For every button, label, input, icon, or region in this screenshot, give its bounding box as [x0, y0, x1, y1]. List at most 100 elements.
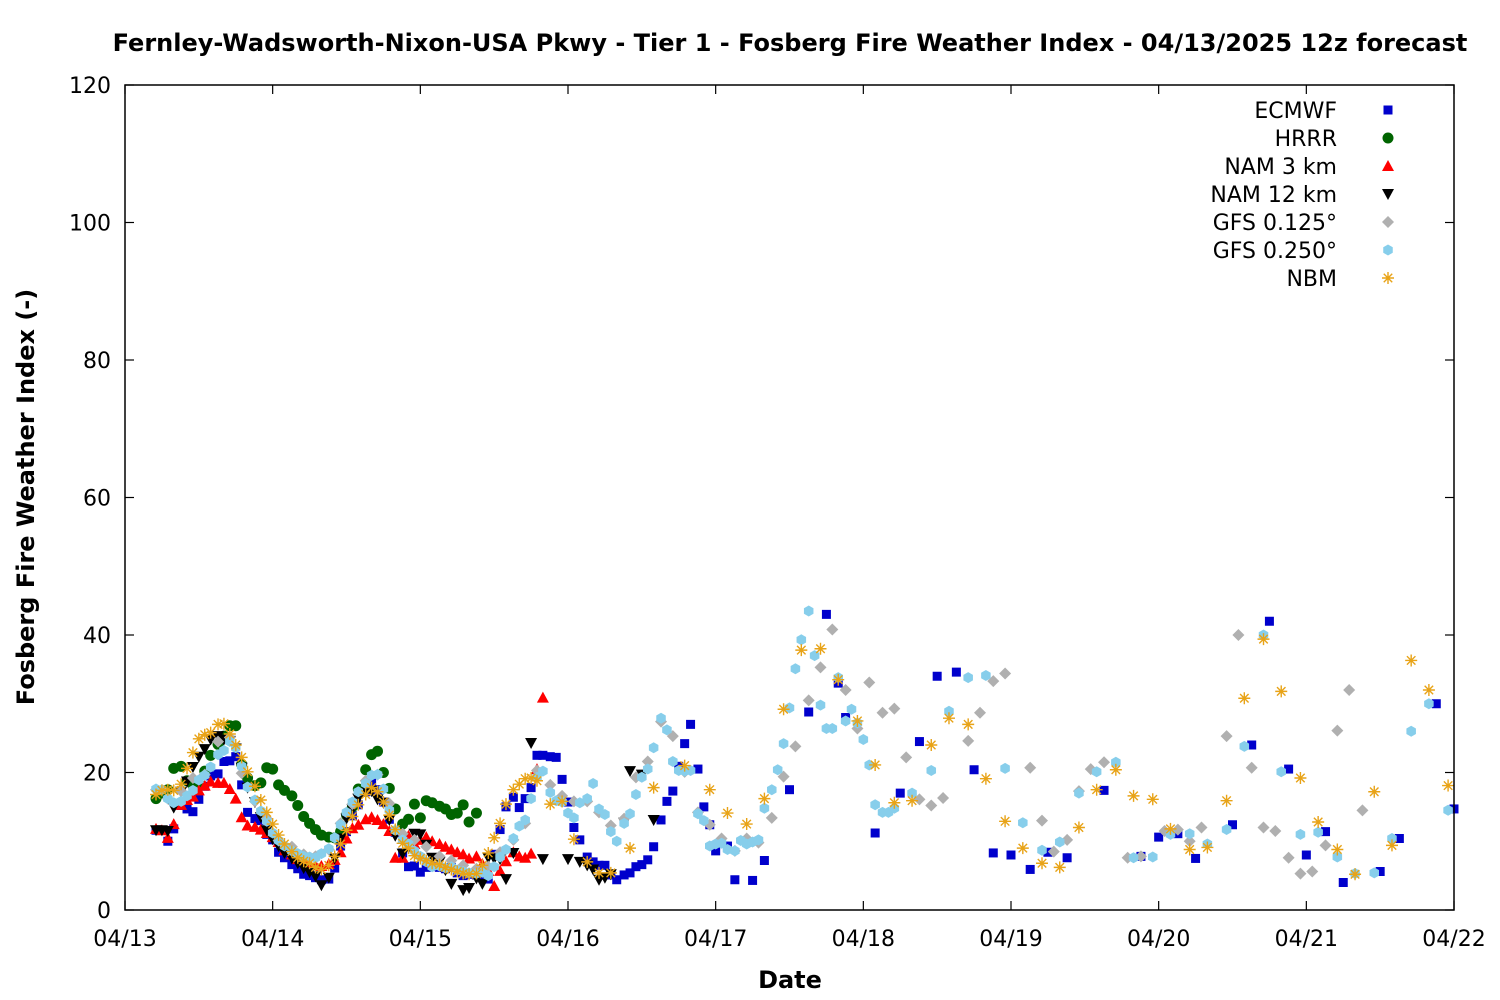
data-point-hrrr [470, 807, 482, 819]
data-point-gfs-0-250 [501, 844, 511, 855]
data-point-gfs-0-250 [1406, 725, 1416, 737]
legend-marker-hrrr [1382, 132, 1394, 144]
data-point-ecmwf [1228, 820, 1237, 830]
data-point-gfs-0-250 [1276, 766, 1286, 778]
data-point-nbm [229, 739, 242, 751]
y-tick-label: 80 [83, 349, 111, 374]
data-point-gfs-0-125 [826, 623, 839, 636]
data-point-gfs-0-250 [242, 781, 253, 793]
data-point-gfs-0-250 [944, 705, 954, 717]
data-point-nam-12-km [198, 744, 211, 756]
data-point-ecmwf [1301, 850, 1311, 860]
x-axis-label: Date [758, 966, 822, 994]
x-tick-label: 04/18 [832, 927, 895, 952]
y-tick-label: 0 [97, 899, 111, 924]
data-point-gfs-0-250 [1387, 833, 1397, 844]
data-point-nbm [499, 798, 512, 811]
data-point-nbm [181, 762, 194, 775]
data-point-nam-3-km [254, 823, 267, 835]
data-point-nam-3-km [235, 811, 248, 823]
legend-marker-nam-3-km [1382, 160, 1394, 171]
data-point-gfs-0-250 [324, 843, 334, 855]
data-point-nbm [1183, 843, 1196, 856]
data-point-gfs-0-125 [999, 667, 1012, 680]
data-point-nam-12-km [562, 854, 574, 866]
data-point-nbm [1405, 654, 1418, 667]
data-point-ecmwf [225, 756, 235, 766]
data-point-gfs-0-125 [802, 694, 815, 707]
data-point-ecmwf [637, 860, 647, 870]
y-tick-label: 40 [83, 624, 111, 649]
data-point-ecmwf [1043, 847, 1053, 857]
data-point-gfs-0-125 [1245, 761, 1258, 774]
x-tick-label: 04/13 [93, 927, 156, 952]
data-point-ecmwf [711, 846, 721, 856]
data-point-nbm [408, 849, 421, 862]
data-point-nbm [334, 838, 347, 850]
data-point-nam-12-km [525, 737, 538, 749]
data-point-gfs-0-125 [765, 811, 778, 824]
data-point-nbm [377, 796, 390, 809]
data-point-ecmwf [1321, 827, 1331, 837]
data-point-nbm [1422, 684, 1435, 696]
data-point-gfs-0-250 [199, 769, 210, 781]
data-point-nbm [328, 850, 341, 863]
data-point-nbm [445, 863, 458, 876]
y-tick-label: 20 [83, 762, 111, 787]
data-point-ecmwf [213, 769, 223, 779]
data-point-gfs-0-125 [925, 799, 938, 812]
data-point-hrrr [414, 812, 426, 824]
data-point-nbm [285, 845, 298, 858]
data-point-ecmwf [625, 868, 635, 878]
data-point-ecmwf [619, 870, 629, 880]
data-point-gfs-0-125 [1269, 824, 1282, 837]
data-point-gfs-0-250 [1239, 740, 1250, 752]
axis-ticks: 04/13 04/14 04/15 04/16 04/17 04/18 04/19 04/20… [69, 74, 1486, 952]
data-point-gfs-0-125 [235, 767, 248, 780]
data-point-nam-3-km [499, 855, 512, 867]
x-tick-label: 04/21 [1275, 927, 1338, 952]
data-point-nam-12-km [371, 794, 384, 806]
data-point-ecmwf [748, 875, 758, 885]
data-point-nam-3-km [241, 819, 254, 831]
legend-marker-gfs-0-250 [1383, 244, 1393, 256]
data-point-nbm [869, 758, 882, 771]
data-point-ecmwf [532, 750, 542, 760]
data-points [150, 605, 1459, 897]
data-point-gfs-0-250 [846, 703, 857, 715]
data-point-gfs-0-250 [790, 663, 801, 675]
data-point-nbm [556, 795, 569, 808]
data-point-nbm [346, 810, 359, 823]
data-point-ecmwf [951, 667, 961, 677]
data-point-nbm [266, 818, 279, 831]
data-point-nbm [1442, 779, 1455, 792]
data-point-nam-3-km [488, 879, 501, 891]
data-point-ecmwf [1264, 616, 1274, 626]
data-point-nbm [1127, 789, 1140, 802]
data-point-nbm [925, 739, 938, 751]
legend-item-nbm: NBM [1286, 267, 1394, 292]
data-point-nam-12-km [260, 825, 273, 837]
data-point-gfs-0-250 [907, 787, 917, 799]
data-point-ecmwf [1191, 853, 1201, 863]
data-point-gfs-0-250 [730, 845, 740, 857]
data-point-gfs-0-250 [1332, 851, 1343, 863]
legend-item-nam-12-km: NAM 12 km [1210, 183, 1394, 208]
data-point-hrrr [451, 807, 463, 819]
data-point-gfs-0-250 [316, 848, 327, 860]
data-point-nbm [476, 859, 489, 872]
data-point-nbm [1146, 793, 1159, 806]
data-point-ecmwf [409, 861, 419, 871]
data-point-nam-3-km [525, 847, 538, 859]
data-point-gfs-0-125 [839, 684, 852, 696]
data-point-gfs-0-250 [1295, 828, 1306, 840]
data-point-nbm [758, 792, 771, 805]
data-point-gfs-0-250 [753, 834, 764, 846]
data-point-nbm [414, 852, 427, 865]
data-point-nam-3-km [377, 818, 390, 830]
data-point-nbm [352, 798, 365, 811]
data-point-nam-12-km [536, 854, 549, 866]
data-point-gfs-0-250 [1091, 766, 1102, 778]
data-point-gfs-0-125 [1195, 821, 1208, 834]
